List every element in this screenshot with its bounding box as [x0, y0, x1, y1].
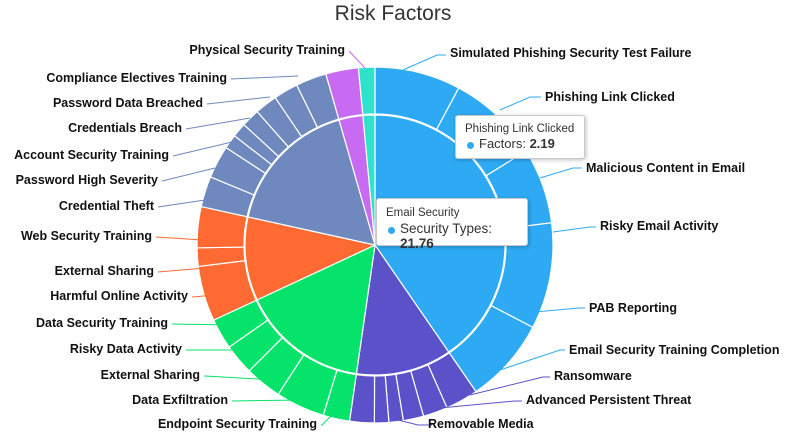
leader-line-ransomware — [469, 376, 550, 396]
label-malicious-content-in-email: Malicious Content in Email — [586, 161, 745, 175]
leader-line-physical-security-training — [348, 50, 366, 69]
leader-line-password-high-severity — [161, 167, 216, 182]
label-harmful-online-activity: Harmful Online Activity — [50, 289, 188, 303]
label-endpoint-security-training: Endpoint Security Training — [158, 417, 317, 431]
chart-title: Risk Factors — [334, 2, 452, 25]
tooltip-outer-value-line: Factors: 2.19 — [479, 136, 555, 151]
label-credential-theft: Credential Theft — [59, 199, 155, 213]
label-pab-reporting: PAB Reporting — [589, 301, 677, 315]
leader-line-removable-media — [397, 419, 432, 426]
leader-line-email-security-training-completion — [499, 349, 565, 371]
tooltip-inner-series: Security Types — [400, 221, 489, 236]
slice-labels: Simulated Phishing Security Test Failure… — [14, 43, 779, 431]
inner-slice-data-security[interactable] — [256, 243, 376, 375]
leader-line-advanced-persistent-threat — [439, 400, 522, 409]
tooltip-outer-title: Phishing Link Clicked — [465, 123, 575, 135]
label-external-sharing: External Sharing — [55, 264, 154, 278]
tooltip-inner-dot-icon — [388, 227, 395, 234]
leader-line-phishing-link-clicked — [499, 96, 541, 111]
label-simulated-phishing-security-test-failure: Simulated Phishing Security Test Failure — [450, 46, 692, 60]
leader-line-pab-reporting — [534, 307, 585, 313]
inner-slice-unlabeled[interactable] — [362, 114, 376, 246]
leader-line-compliance-electives-training — [230, 75, 299, 80]
leader-line-web-security-training — [155, 236, 203, 241]
tooltip-inner-title: Email Security — [386, 207, 460, 219]
label-account-security-training: Account Security Training — [14, 148, 169, 162]
leader-line-malicious-content-in-email — [539, 167, 582, 179]
label-web-security-training: Web Security Training — [21, 229, 152, 243]
inner-slice-threat-protection[interactable] — [355, 243, 450, 376]
label-compliance-electives-training: Compliance Electives Training — [46, 71, 227, 85]
leader-line-endpoint-security-training — [321, 414, 333, 426]
label-ransomware: Ransomware — [554, 369, 632, 383]
label-risky-data-activity: Risky Data Activity — [70, 342, 182, 356]
label-advanced-persistent-threat: Advanced Persistent Threat — [526, 393, 692, 407]
label-credentials-breach: Credentials Breach — [68, 121, 182, 135]
label-risky-email-activity: Risky Email Activity — [600, 219, 718, 233]
label-external-sharing: External Sharing — [101, 368, 200, 382]
label-removable-media: Removable Media — [428, 417, 535, 431]
tooltip-email-security: Email Security Security Types: 21.76 — [376, 198, 528, 251]
leader-line-credential-theft — [157, 199, 206, 208]
inner-slice-identity-security[interactable] — [247, 119, 376, 246]
leader-line-simulated-phishing-security-test-failure — [402, 54, 446, 71]
leader-line-external-sharing — [157, 267, 206, 273]
leader-line-data-security-training — [171, 323, 231, 326]
inner-ring — [244, 114, 506, 376]
tooltip-inner-value: 21.76 — [400, 236, 434, 251]
label-password-data-breached: Password Data Breached — [53, 96, 203, 110]
tooltip-inner-value-line: Security Types: 21.76 — [400, 221, 493, 251]
leader-line-password-data-breached — [206, 96, 271, 105]
tooltip-outer-value: 2.19 — [529, 136, 555, 151]
leader-line-credentials-breach — [185, 117, 251, 130]
leader-line-harmful-online-activity — [191, 294, 216, 298]
tooltip-phishing-link-clicked: Phishing Link Clicked Factors: 2.19 — [455, 115, 585, 159]
label-password-high-severity: Password High Severity — [16, 173, 158, 187]
label-data-security-training: Data Security Training — [36, 316, 168, 330]
label-phishing-link-clicked: Phishing Link Clicked — [545, 90, 675, 104]
tooltip-outer-series: Factors — [479, 136, 523, 151]
leader-line-account-security-training — [172, 141, 233, 157]
inner-slice-web-security[interactable] — [244, 216, 377, 301]
outer-ring — [196, 66, 554, 424]
label-physical-security-training: Physical Security Training — [189, 43, 345, 57]
label-data-exfiltration: Data Exfiltration — [132, 393, 228, 407]
leader-line-data-exfiltration — [231, 399, 303, 402]
leader-line-external-sharing — [204, 375, 276, 381]
label-email-security-training-completion: Email Security Training Completion — [569, 343, 779, 357]
tooltip-outer-dot-icon — [467, 142, 474, 149]
leader-line-risky-email-activity — [552, 226, 596, 233]
